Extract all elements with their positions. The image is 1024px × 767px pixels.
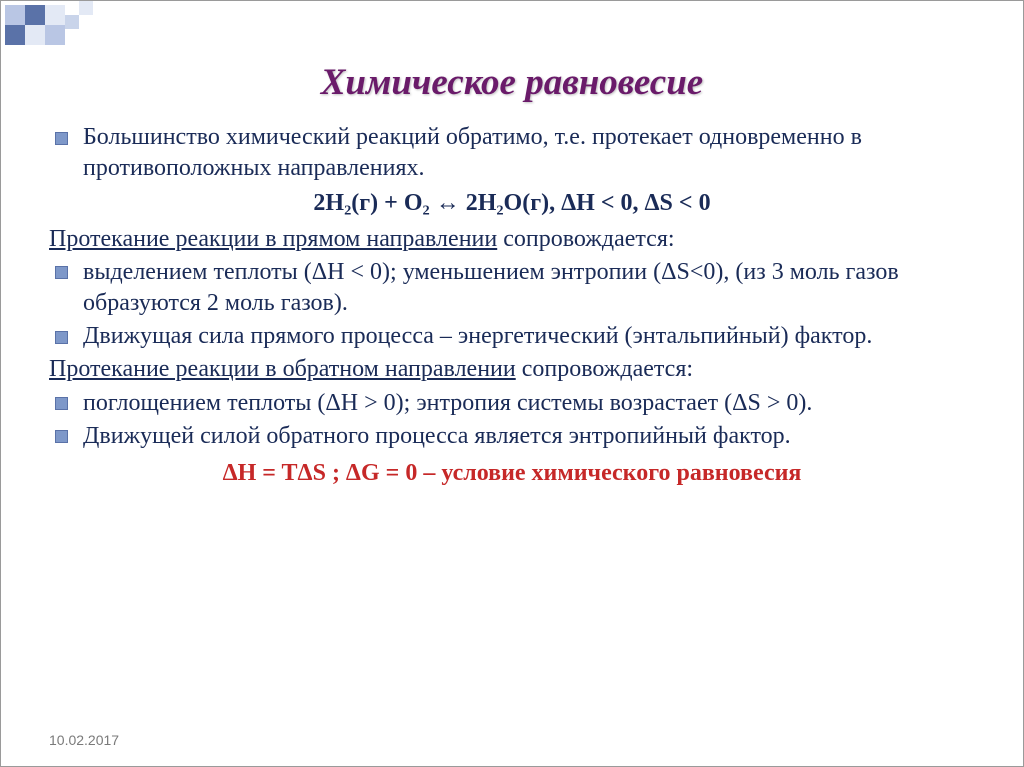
corner-square — [25, 25, 45, 45]
equation-line: 2H₂(г) + O₂ ↔ 2H₂O(г), ΔH < 0, ΔS < 0 — [49, 188, 975, 219]
bullet-intro: Большинство химический реакций обратимо,… — [49, 122, 975, 184]
slide-title: Химическое равновесие — [49, 61, 975, 104]
corner-square — [65, 15, 79, 29]
date-label: 10.02.2017 — [49, 732, 119, 748]
subhead-tail: сопровождается: — [516, 356, 693, 382]
corner-square — [5, 25, 25, 45]
text: поглощением теплоты (ΔH > 0); энтропия с… — [83, 390, 812, 416]
bullet-list: Большинство химический реакций обратимо,… — [49, 122, 975, 489]
bullet-forward-2: Движущая сила прямого процесса – энергет… — [49, 321, 975, 352]
text: Движущая сила прямого процесса – энергет… — [83, 323, 872, 349]
reaction-equation: 2H₂(г) + O₂ ↔ 2H₂O(г), ΔH < 0, ΔS < 0 — [49, 188, 975, 219]
corner-square — [45, 5, 65, 25]
subhead-text: Протекание реакции в обратном направлени… — [49, 356, 516, 382]
subheading-forward: Протекание реакции в прямом направлении … — [49, 224, 975, 255]
content-area: Химическое равновесие Большинство химиче… — [49, 61, 975, 491]
subhead-text: Протекание реакции в прямом направлении — [49, 226, 497, 252]
equilibrium-condition: ΔH = TΔS ; ΔG = 0 – условие химического … — [49, 458, 975, 489]
text: выделением теплоты (ΔH < 0); уменьшением… — [83, 259, 899, 316]
corner-square — [5, 5, 25, 25]
text: Большинство химический реакций обратимо,… — [83, 124, 862, 181]
subhead-tail: сопровождается: — [497, 226, 674, 252]
corner-square — [45, 25, 65, 45]
bullet-forward-1: выделением теплоты (ΔH < 0); уменьшением… — [49, 257, 975, 319]
corner-square — [25, 5, 45, 25]
subheading-backward: Протекание реакции в обратном направлени… — [49, 354, 975, 385]
slide: Химическое равновесие Большинство химиче… — [0, 0, 1024, 767]
corner-square — [79, 1, 93, 15]
final-line: ΔH = TΔS ; ΔG = 0 – условие химического … — [49, 458, 975, 489]
bullet-backward-2: Движущей силой обратного процесса являет… — [49, 421, 975, 452]
bullet-backward-1: поглощением теплоты (ΔH > 0); энтропия с… — [49, 388, 975, 419]
corner-decoration — [1, 1, 161, 61]
body-text: Большинство химический реакций обратимо,… — [49, 122, 975, 489]
text: Движущей силой обратного процесса являет… — [83, 423, 791, 449]
